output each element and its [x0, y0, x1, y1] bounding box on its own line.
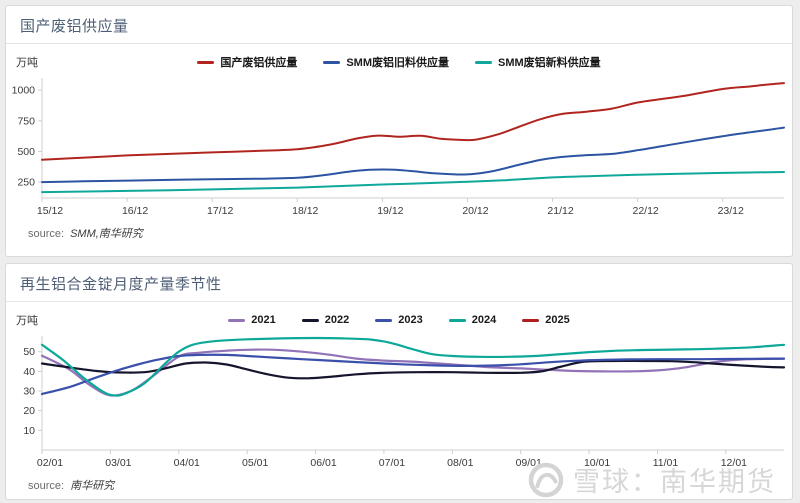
source-value: SMM,南华研究 [70, 228, 143, 240]
y-tick-label: 10 [23, 425, 35, 437]
legend-item-2021: 2021 [228, 314, 276, 326]
legend-item-SMM废铝新料供应量: SMM废铝新料供应量 [475, 54, 601, 70]
x-tick-label: 19/12 [377, 205, 403, 217]
y-axis-unit-label: 万吨 [16, 315, 38, 327]
source-label: source: [28, 480, 65, 492]
series-line-SMM废铝旧料供应量 [41, 126, 785, 184]
x-tick-label: 10/01 [584, 457, 610, 469]
x-tick-label: 20/12 [462, 205, 488, 217]
seasonality-chart-header: 再生铝合金锭月度产量季节性 [6, 264, 792, 302]
x-tick-label: 02/01 [37, 457, 63, 469]
legend-swatch [448, 318, 466, 322]
legend-swatch [228, 318, 246, 322]
legend-label: SMM废铝旧料供应量 [346, 57, 449, 69]
x-tick-label: 07/01 [379, 457, 405, 469]
legend-swatch [197, 60, 215, 64]
x-tick-label: 16/12 [122, 205, 148, 217]
y-tick-label: 40 [23, 366, 35, 378]
legend-swatch [323, 60, 341, 64]
supply-line-chart-svg: 250 500 750 1000 15/12 16/12 17/12 18/12 19/12 20… [12, 78, 785, 217]
x-tick-label: 17/12 [207, 205, 233, 217]
legend-item-SMM废铝旧料供应量: SMM废铝旧料供应量 [323, 54, 449, 70]
x-tick-label: 22/12 [633, 205, 659, 217]
legend-item-国产废铝供应量: 国产废铝供应量 [197, 54, 297, 70]
x-tick-label: 18/12 [292, 205, 318, 217]
legend-swatch [475, 60, 492, 64]
x-tick-label: 09/01 [516, 457, 542, 469]
y-axis-unit-label: 万吨 [16, 57, 38, 69]
series-line-SMM废铝新料供应量 [41, 171, 785, 194]
legend-item-2024: 2024 [448, 314, 497, 326]
x-tick-label: 05/01 [242, 457, 268, 469]
x-tick-label: 23/12 [718, 205, 744, 217]
x-tick-label: 12/01 [721, 457, 747, 469]
legend-label: 2021 [251, 314, 276, 326]
legend-label: 2023 [398, 314, 423, 326]
legend-swatch [301, 318, 319, 322]
legend-label: 2024 [471, 314, 497, 326]
source-value: 南华研究 [70, 480, 115, 492]
legend-label: 2025 [545, 314, 570, 326]
source-label: source: [28, 228, 65, 240]
legend-label: 国产废铝供应量 [220, 57, 298, 69]
y-tick-label: 30 [23, 386, 35, 398]
supply-chart-legend: 国产废铝供应量 SMM废铝旧料供应量 SMM废铝新料供应量 [64, 54, 734, 70]
series-line-2023 [40, 353, 786, 396]
y-tick-label: 250 [17, 177, 35, 189]
y-tick-label: 20 [23, 405, 35, 417]
supply-chart-top-row: 万吨 国产废铝供应量 SMM废铝旧料供应量 SMM废铝新料供应量 [12, 52, 786, 72]
legend-swatch [375, 318, 393, 322]
supply-chart-header: 国产废铝供应量 [6, 6, 792, 44]
y-tick-label: 750 [17, 115, 35, 127]
x-tick-label: 15/12 [37, 205, 63, 217]
seasonality-chart-legend: 2021 2022 2023 2024 2025 [64, 314, 734, 326]
legend-label: 2022 [324, 314, 350, 326]
y-tick-label: 1000 [12, 85, 35, 97]
x-tick-label: 03/01 [105, 457, 131, 469]
x-tick-label: 06/01 [310, 457, 336, 469]
legend-swatch [522, 318, 540, 322]
y-tick-label: 500 [17, 146, 35, 158]
series-line-2024 [40, 336, 786, 397]
y-tick-label: 50 [23, 346, 35, 358]
supply-chart-card: 国产废铝供应量 万吨 国产废铝供应量 SMM废铝旧料供应量 SMM废铝新料供应量 2… [5, 5, 793, 257]
chart-title: 国产废铝供应量 [20, 18, 129, 35]
supply-chart-body: 万吨 国产废铝供应量 SMM废铝旧料供应量 SMM废铝新料供应量 250 500 750… [6, 44, 792, 245]
seasonality-chart-top-row: 万吨 2021 2022 2023 2024 2025 [12, 310, 786, 330]
x-tick-label: 11/01 [653, 457, 679, 469]
x-tick-label: 04/01 [174, 457, 200, 469]
seasonality-line-chart-svg: 10 20 30 40 50 02/01 03/01 04/01 05/01 06/01 07/01… [23, 336, 786, 469]
chart-source: source: 南华研究 [28, 477, 786, 497]
series-line-2022 [40, 359, 786, 380]
x-tick-label: 08/01 [447, 457, 473, 469]
x-tick-label: 21/12 [547, 205, 573, 217]
legend-item-2023: 2023 [375, 314, 423, 326]
seasonality-chart-body: 万吨 2021 2022 2023 2024 2025 10 20 30 40 50 02/01 0… [6, 302, 792, 497]
legend-label: SMM废铝新料供应量 [498, 57, 601, 69]
legend-item-2022: 2022 [301, 314, 350, 326]
chart-title: 再生铝合金锭月度产量季节性 [20, 276, 222, 293]
legend-item-2025: 2025 [522, 314, 570, 326]
series-line-国产废铝供应量 [41, 82, 785, 161]
seasonality-chart-card: 再生铝合金锭月度产量季节性 万吨 2021 2022 2023 2024 2025 10… [5, 263, 793, 500]
chart-source: source: SMM,南华研究 [28, 225, 786, 245]
